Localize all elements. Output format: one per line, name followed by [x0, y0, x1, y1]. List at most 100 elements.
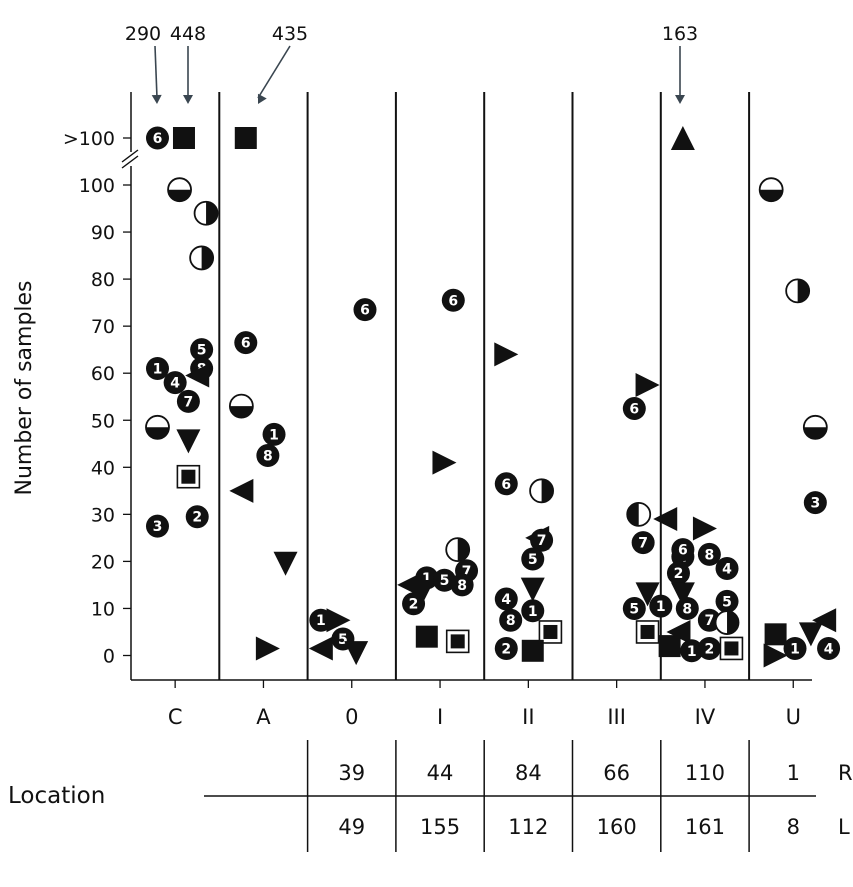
table-cell: 160	[597, 815, 637, 839]
y-tick-label: 10	[91, 598, 115, 620]
square-marker	[521, 639, 544, 662]
arrow-head	[257, 93, 267, 104]
numbered-circle-marker	[163, 371, 187, 395]
y-tick-label: 80	[91, 269, 115, 291]
numbered-circle-marker	[450, 573, 474, 597]
data-point: 1	[145, 356, 169, 380]
data-point: 3	[145, 514, 169, 538]
y-axis: 0 10 20 30 40 50 60 70 80 90 100 >100	[63, 92, 812, 681]
half-fill	[727, 611, 739, 635]
numbered-circle-marker	[803, 491, 827, 515]
half-fill	[759, 189, 783, 202]
data-point	[176, 464, 201, 489]
data-point	[176, 429, 201, 454]
half-fill	[168, 189, 192, 202]
data-point: 3	[803, 491, 827, 515]
data-point	[714, 610, 740, 635]
data-point	[255, 636, 280, 661]
x-tick-label: U	[786, 705, 801, 729]
marker-number: 2	[674, 566, 684, 582]
data-point	[521, 639, 544, 662]
offscale-value-label: 163	[662, 23, 698, 45]
data-point: 7	[631, 531, 655, 555]
data-point	[670, 582, 695, 607]
triangle-right-marker	[432, 450, 457, 475]
marker-number: 2	[192, 510, 202, 526]
data-point: 1	[783, 636, 807, 660]
offscale-value-label: 290	[125, 23, 161, 45]
half-fill	[803, 427, 827, 439]
data-point	[719, 636, 744, 661]
marker-number: 2	[704, 641, 714, 657]
data-point: 6	[234, 331, 258, 355]
triangle-left-marker	[666, 619, 691, 644]
data-point: 5	[622, 596, 646, 620]
offscale-arrow: 290	[125, 23, 162, 104]
data-point: 7	[176, 389, 200, 413]
data-point: 7	[530, 528, 554, 552]
y-tick-label: 100	[79, 175, 115, 197]
data-point	[145, 414, 170, 440]
arrow-head	[183, 95, 193, 104]
half-fill	[145, 427, 169, 439]
offscale-value-label: 435	[272, 23, 308, 45]
numbered-circle-marker	[494, 472, 518, 496]
data-point	[445, 629, 470, 654]
numbered-circle-marker	[697, 636, 721, 660]
x-axis-labels: C A 0 I II III IV U	[168, 680, 801, 729]
triangle-down-marker	[176, 429, 201, 454]
marker-number: 6	[241, 336, 251, 352]
data-point: 2	[402, 592, 426, 616]
triangle-left-marker	[812, 608, 837, 633]
numbered-circle-marker	[666, 561, 690, 585]
arrow-head	[675, 95, 685, 104]
numbered-circle-marker	[521, 599, 545, 623]
square-marker	[415, 625, 438, 648]
half-fill	[797, 279, 810, 303]
data-point	[520, 577, 545, 602]
y-tick-label: 20	[91, 551, 115, 573]
y-tick-label: >100	[63, 128, 115, 150]
data-point: 6	[671, 538, 695, 562]
triangle-right-marker	[692, 516, 717, 541]
location-table: Location 39 44 84 66 110 1 R 49 155 112 160 161 8 L	[8, 740, 853, 852]
data-point: 4	[715, 556, 739, 580]
triangle-down-marker	[344, 641, 369, 666]
marker-number: 5	[197, 343, 207, 359]
numbered-circle-marker	[521, 547, 545, 571]
marker-number: 7	[184, 394, 194, 410]
marker-number: 5	[722, 594, 732, 610]
offscale-arrow: 448	[170, 23, 206, 104]
y-tick-label: 0	[103, 646, 115, 668]
triangle-left-marker	[229, 478, 254, 503]
numbered-circle-marker	[145, 514, 169, 538]
marker-number: 1	[528, 604, 538, 620]
x-tick-label: III	[607, 705, 626, 729]
square-marker	[234, 127, 257, 149]
data-point: 1	[521, 599, 545, 623]
numbered-circle-marker	[671, 538, 695, 562]
data-point	[670, 126, 695, 150]
data-point	[635, 372, 660, 397]
data-point: 1	[649, 594, 673, 618]
numbered-circle-marker	[697, 542, 721, 566]
triangle-right-marker	[326, 608, 351, 633]
y-tick-label: 30	[91, 504, 115, 526]
marker-number: 8	[682, 601, 692, 617]
triangle-left-marker	[397, 572, 422, 597]
boxed-square-inner	[640, 624, 655, 639]
triangle-down-marker	[798, 622, 823, 647]
data-point	[692, 516, 717, 541]
boxed-square-inner	[724, 641, 739, 656]
data-point	[167, 177, 192, 203]
numbered-circle-marker	[530, 528, 554, 552]
data-point	[635, 582, 660, 607]
marker-number: 1	[656, 599, 666, 615]
numbered-circle-marker	[622, 596, 646, 620]
triangle-left-marker	[653, 507, 678, 532]
marker-number: 2	[409, 597, 419, 613]
data-point	[798, 622, 823, 647]
y-tick-label: 70	[91, 316, 115, 338]
marker-number: 6	[629, 401, 639, 417]
data-point	[785, 278, 811, 304]
